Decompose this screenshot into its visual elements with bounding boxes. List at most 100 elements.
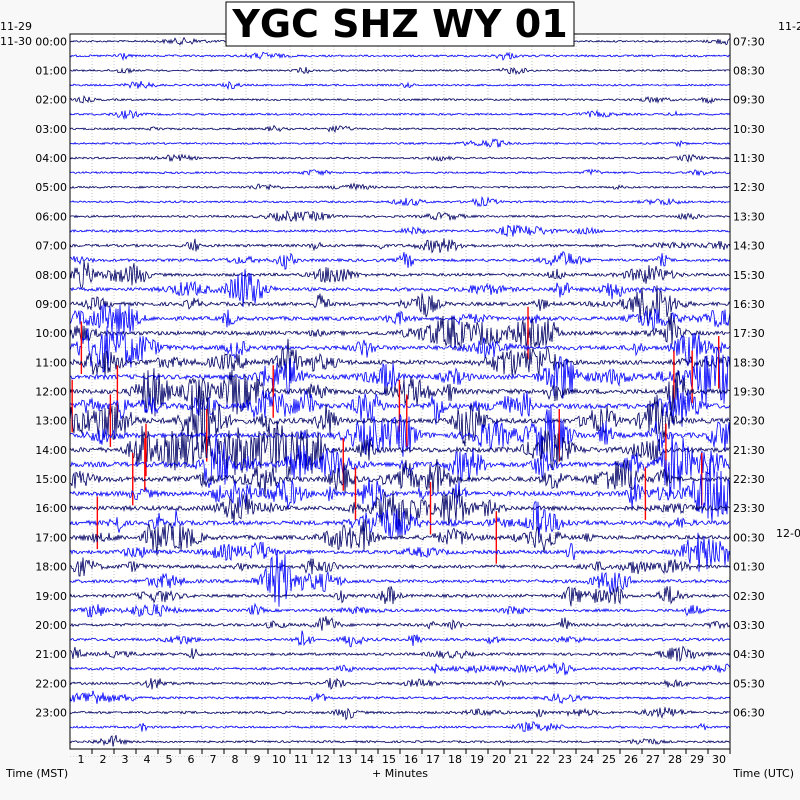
seismic-trace xyxy=(69,210,731,222)
right-time-labels: 07:30 08:30 09:30 10:30 11:30 12:30 13:30 14:30… xyxy=(733,35,765,719)
seismic-trace xyxy=(69,458,731,521)
left-hour-label: 16:00 xyxy=(35,502,67,515)
left-hour-label: 08:00 xyxy=(35,269,67,282)
seismic-trace xyxy=(69,67,731,76)
x-tick-label: 7 xyxy=(210,753,217,766)
left-hour-label: 17:00 xyxy=(35,531,67,544)
x-tick-label: 21 xyxy=(514,753,528,766)
right-hour-label: 13:30 xyxy=(733,210,765,223)
right-hour-label: 07:30 xyxy=(733,35,765,48)
seismic-trace xyxy=(69,661,731,676)
right-hour-label: 03:30 xyxy=(733,619,765,632)
x-tick-label: 22 xyxy=(536,753,550,766)
x-tick-label: 30 xyxy=(712,753,726,766)
left-hour-label: 06:00 xyxy=(35,210,67,223)
seismic-trace xyxy=(69,51,731,61)
right-hour-label: 17:30 xyxy=(733,327,765,340)
seismic-trace xyxy=(69,557,731,577)
x-ticks: 1 2 3 4 5 6 7 8 9 10 11 12 13 14 15 16 17 18 19 20 21 22 23 24 2… xyxy=(78,749,731,766)
left-hour-label: 23:00 xyxy=(35,707,67,720)
seismic-trace xyxy=(69,630,731,648)
left-hour-label: 02:00 xyxy=(35,94,67,107)
right-hour-label: 22:30 xyxy=(733,473,765,486)
seismic-trace xyxy=(69,224,731,238)
x-tick-label: 23 xyxy=(558,753,572,766)
seismic-trace xyxy=(69,602,731,618)
right-hour-label: 16:30 xyxy=(733,298,765,311)
x-tick-label: 14 xyxy=(360,753,374,766)
right-hour-label: 11:30 xyxy=(733,152,765,165)
x-tick-label: 19 xyxy=(470,753,484,766)
right-hour-label: 01:30 xyxy=(733,561,765,574)
right-axis-label: Time (UTC) xyxy=(732,767,794,780)
seismic-trace xyxy=(69,326,731,373)
x-tick-label: 28 xyxy=(668,753,682,766)
left-hour-label: 20:00 xyxy=(35,619,67,632)
right-hour-label: 00:30 xyxy=(733,531,765,544)
left-hour-label: 22:00 xyxy=(35,677,67,690)
seismic-trace xyxy=(69,109,731,120)
seismic-trace xyxy=(69,80,731,91)
x-axis-label: + Minutes xyxy=(372,767,428,780)
x-tick-label: 4 xyxy=(144,753,151,766)
left-date-label-top: 11-29 xyxy=(0,20,32,33)
left-hour-label: 09:00 xyxy=(35,298,67,311)
x-tick-label: 26 xyxy=(624,753,638,766)
seismic-trace xyxy=(69,338,731,381)
right-date-label-top: 11-29 xyxy=(778,20,800,33)
right-hour-label: 14:30 xyxy=(733,240,765,253)
right-hour-label: 05:30 xyxy=(733,677,765,690)
x-tick-label: 15 xyxy=(382,753,396,766)
seismic-trace xyxy=(69,168,731,177)
right-hour-label: 06:30 xyxy=(733,707,765,720)
seismic-trace xyxy=(69,95,731,105)
seismic-trace xyxy=(69,251,731,270)
x-tick-label: 2 xyxy=(100,753,107,766)
left-hour-label: 07:00 xyxy=(35,240,67,253)
seismic-trace xyxy=(69,585,730,607)
x-tick-label: 18 xyxy=(448,753,462,766)
left-hour-label: 12:00 xyxy=(35,386,67,399)
right-hour-label: 23:30 xyxy=(733,502,765,515)
seismic-trace xyxy=(69,616,731,631)
x-tick-label: 11 xyxy=(294,753,308,766)
x-tick-label: 12 xyxy=(316,753,330,766)
seismic-trace xyxy=(69,501,731,540)
left-hour-label: 21:00 xyxy=(35,648,67,661)
title-box xyxy=(225,1,575,47)
left-axis-label: Time (MST) xyxy=(5,767,68,780)
left-hour-label: 01:00 xyxy=(35,64,67,77)
seismic-trace xyxy=(69,153,731,163)
right-hour-label: 09:30 xyxy=(733,94,765,107)
right-hour-label: 19:30 xyxy=(733,386,765,399)
seismic-trace xyxy=(69,260,731,289)
left-hour-label: 03:00 xyxy=(35,123,67,136)
right-hour-label: 12:30 xyxy=(733,181,765,194)
left-hour-label: 10:00 xyxy=(35,327,67,340)
x-tick-label: 6 xyxy=(188,753,195,766)
seismic-trace xyxy=(69,488,731,530)
left-time-labels: 00:00 01:00 02:00 03:00 04:00 05:00 06:00 07:00… xyxy=(35,35,67,719)
right-date-label: 12-01 xyxy=(776,527,800,540)
right-hour-label: 04:30 xyxy=(733,648,765,661)
x-tick-label: 29 xyxy=(690,753,704,766)
seismic-trace xyxy=(69,734,730,747)
x-tick-label: 5 xyxy=(166,753,173,766)
seismic-trace xyxy=(69,721,731,733)
seismic-trace xyxy=(69,285,731,325)
x-tick-label: 1 xyxy=(78,753,85,766)
seismic-trace xyxy=(69,645,731,663)
right-hour-label: 21:30 xyxy=(733,444,765,457)
seismic-trace xyxy=(69,690,731,705)
left-hour-label: 14:00 xyxy=(35,444,67,457)
right-hour-label: 10:30 xyxy=(733,123,765,136)
seismic-trace xyxy=(69,532,731,572)
seismic-trace xyxy=(69,707,731,721)
seismic-trace xyxy=(69,138,731,148)
right-hour-label: 08:30 xyxy=(733,64,765,77)
x-tick-label: 25 xyxy=(602,753,616,766)
seismic-trace xyxy=(69,195,731,208)
seismic-trace xyxy=(69,421,731,480)
seismic-trace xyxy=(69,303,731,336)
